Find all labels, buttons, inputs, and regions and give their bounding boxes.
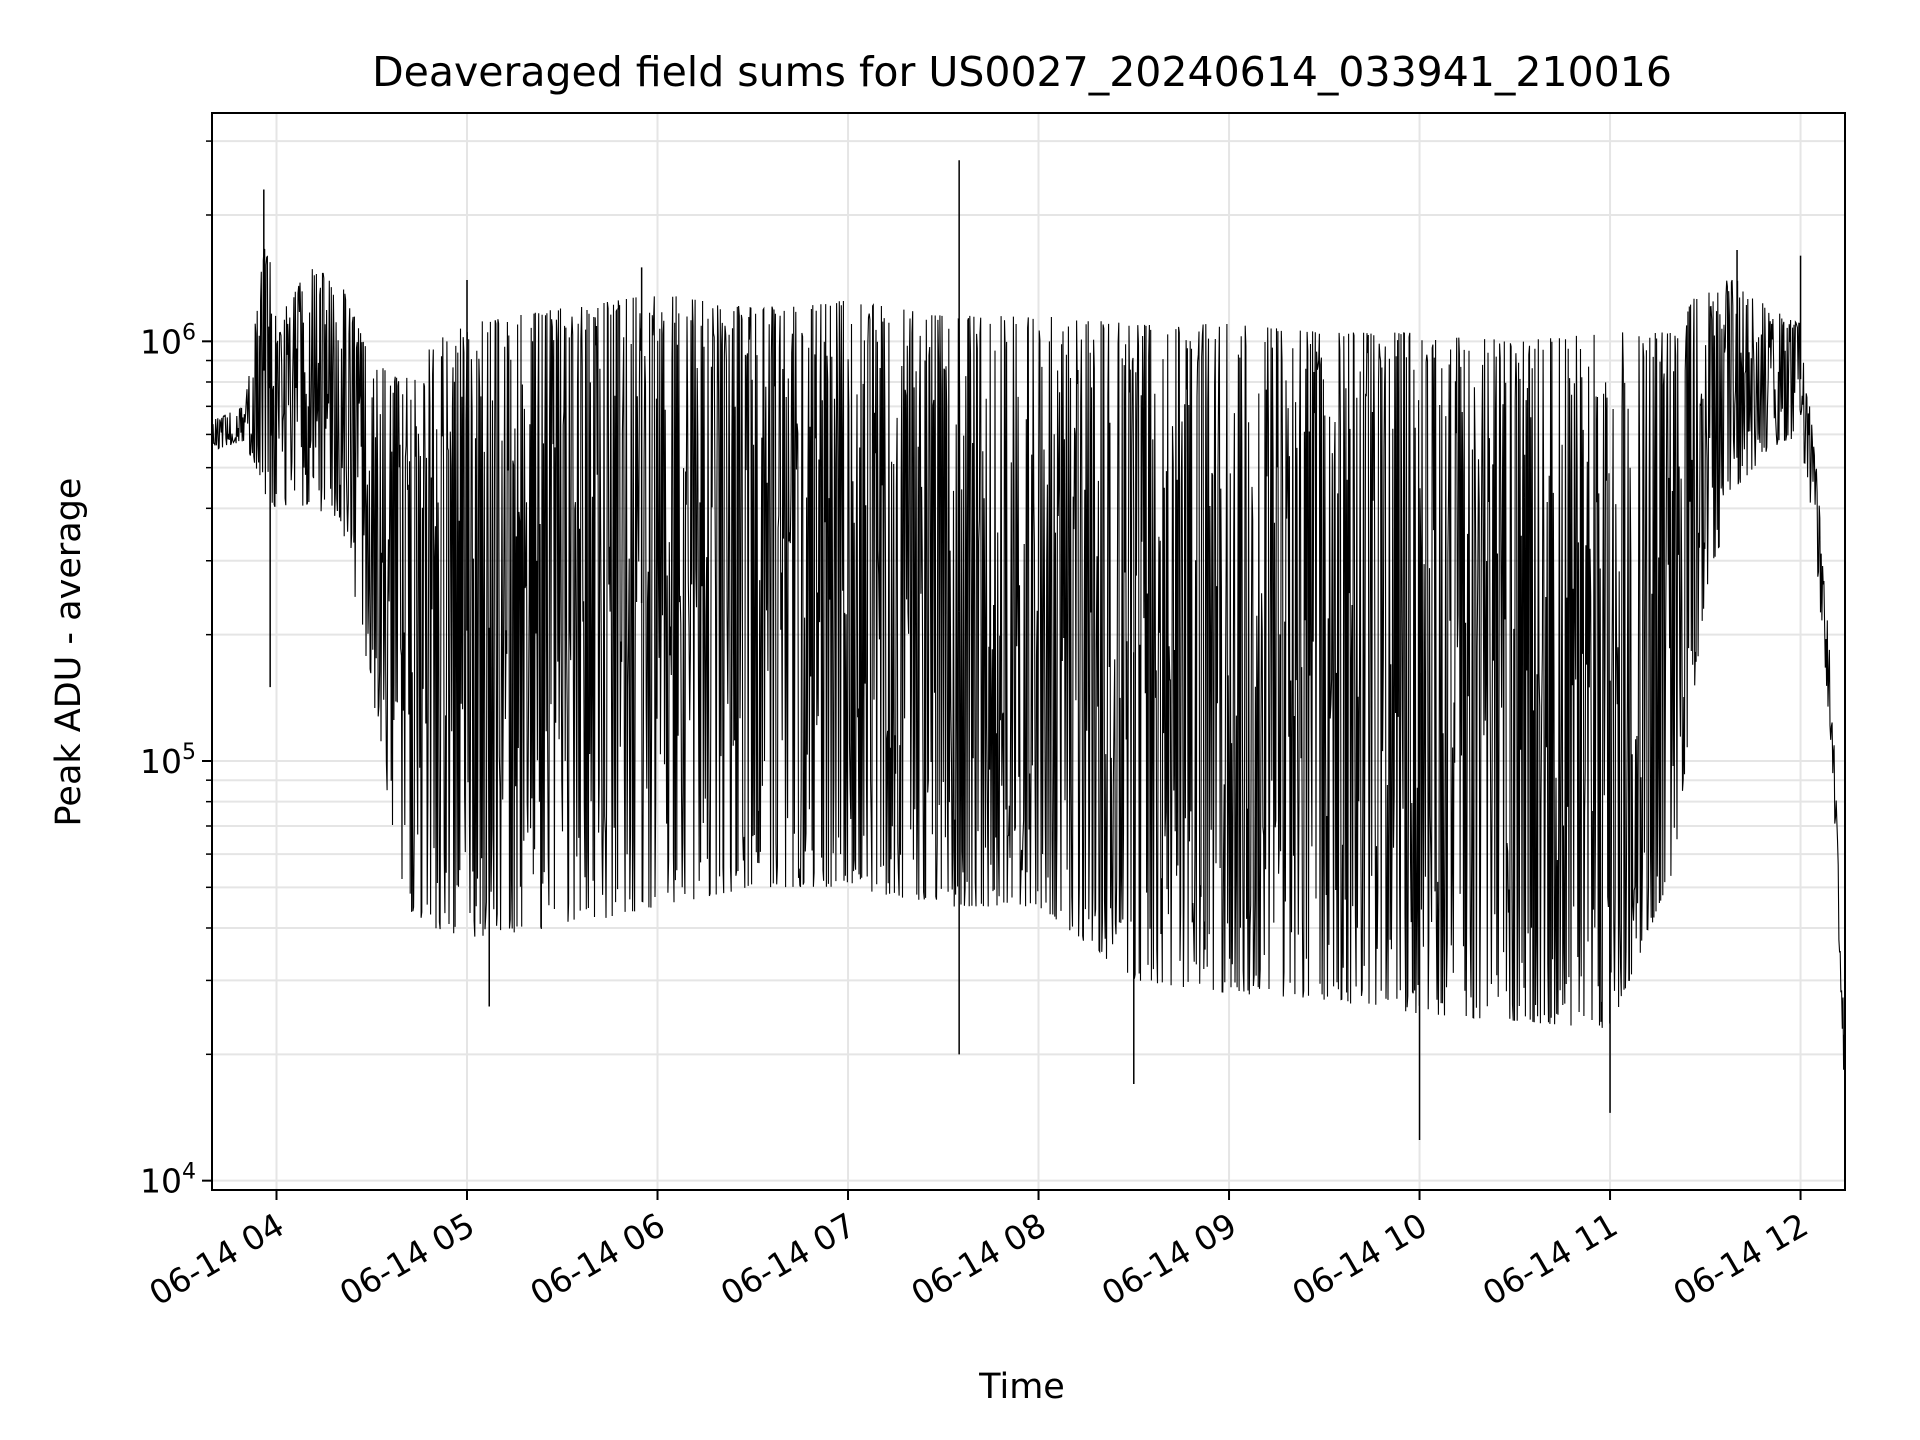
x-axis-label: Time (978, 1367, 1065, 1407)
y-tick-label: 105 (140, 740, 196, 781)
chart-title: Deaveraged field sums for US0027_2024061… (372, 48, 1672, 96)
plot-frame (211, 112, 1846, 1191)
y-axis: 104 105 106 (140, 140, 212, 1201)
y-axis-label: Peak ADU - average (49, 478, 89, 827)
series-line (212, 248, 1846, 1107)
y-tick-label: 106 (140, 320, 196, 361)
series-layer (212, 160, 1846, 1140)
y-tick-label: 104 (140, 1160, 196, 1201)
